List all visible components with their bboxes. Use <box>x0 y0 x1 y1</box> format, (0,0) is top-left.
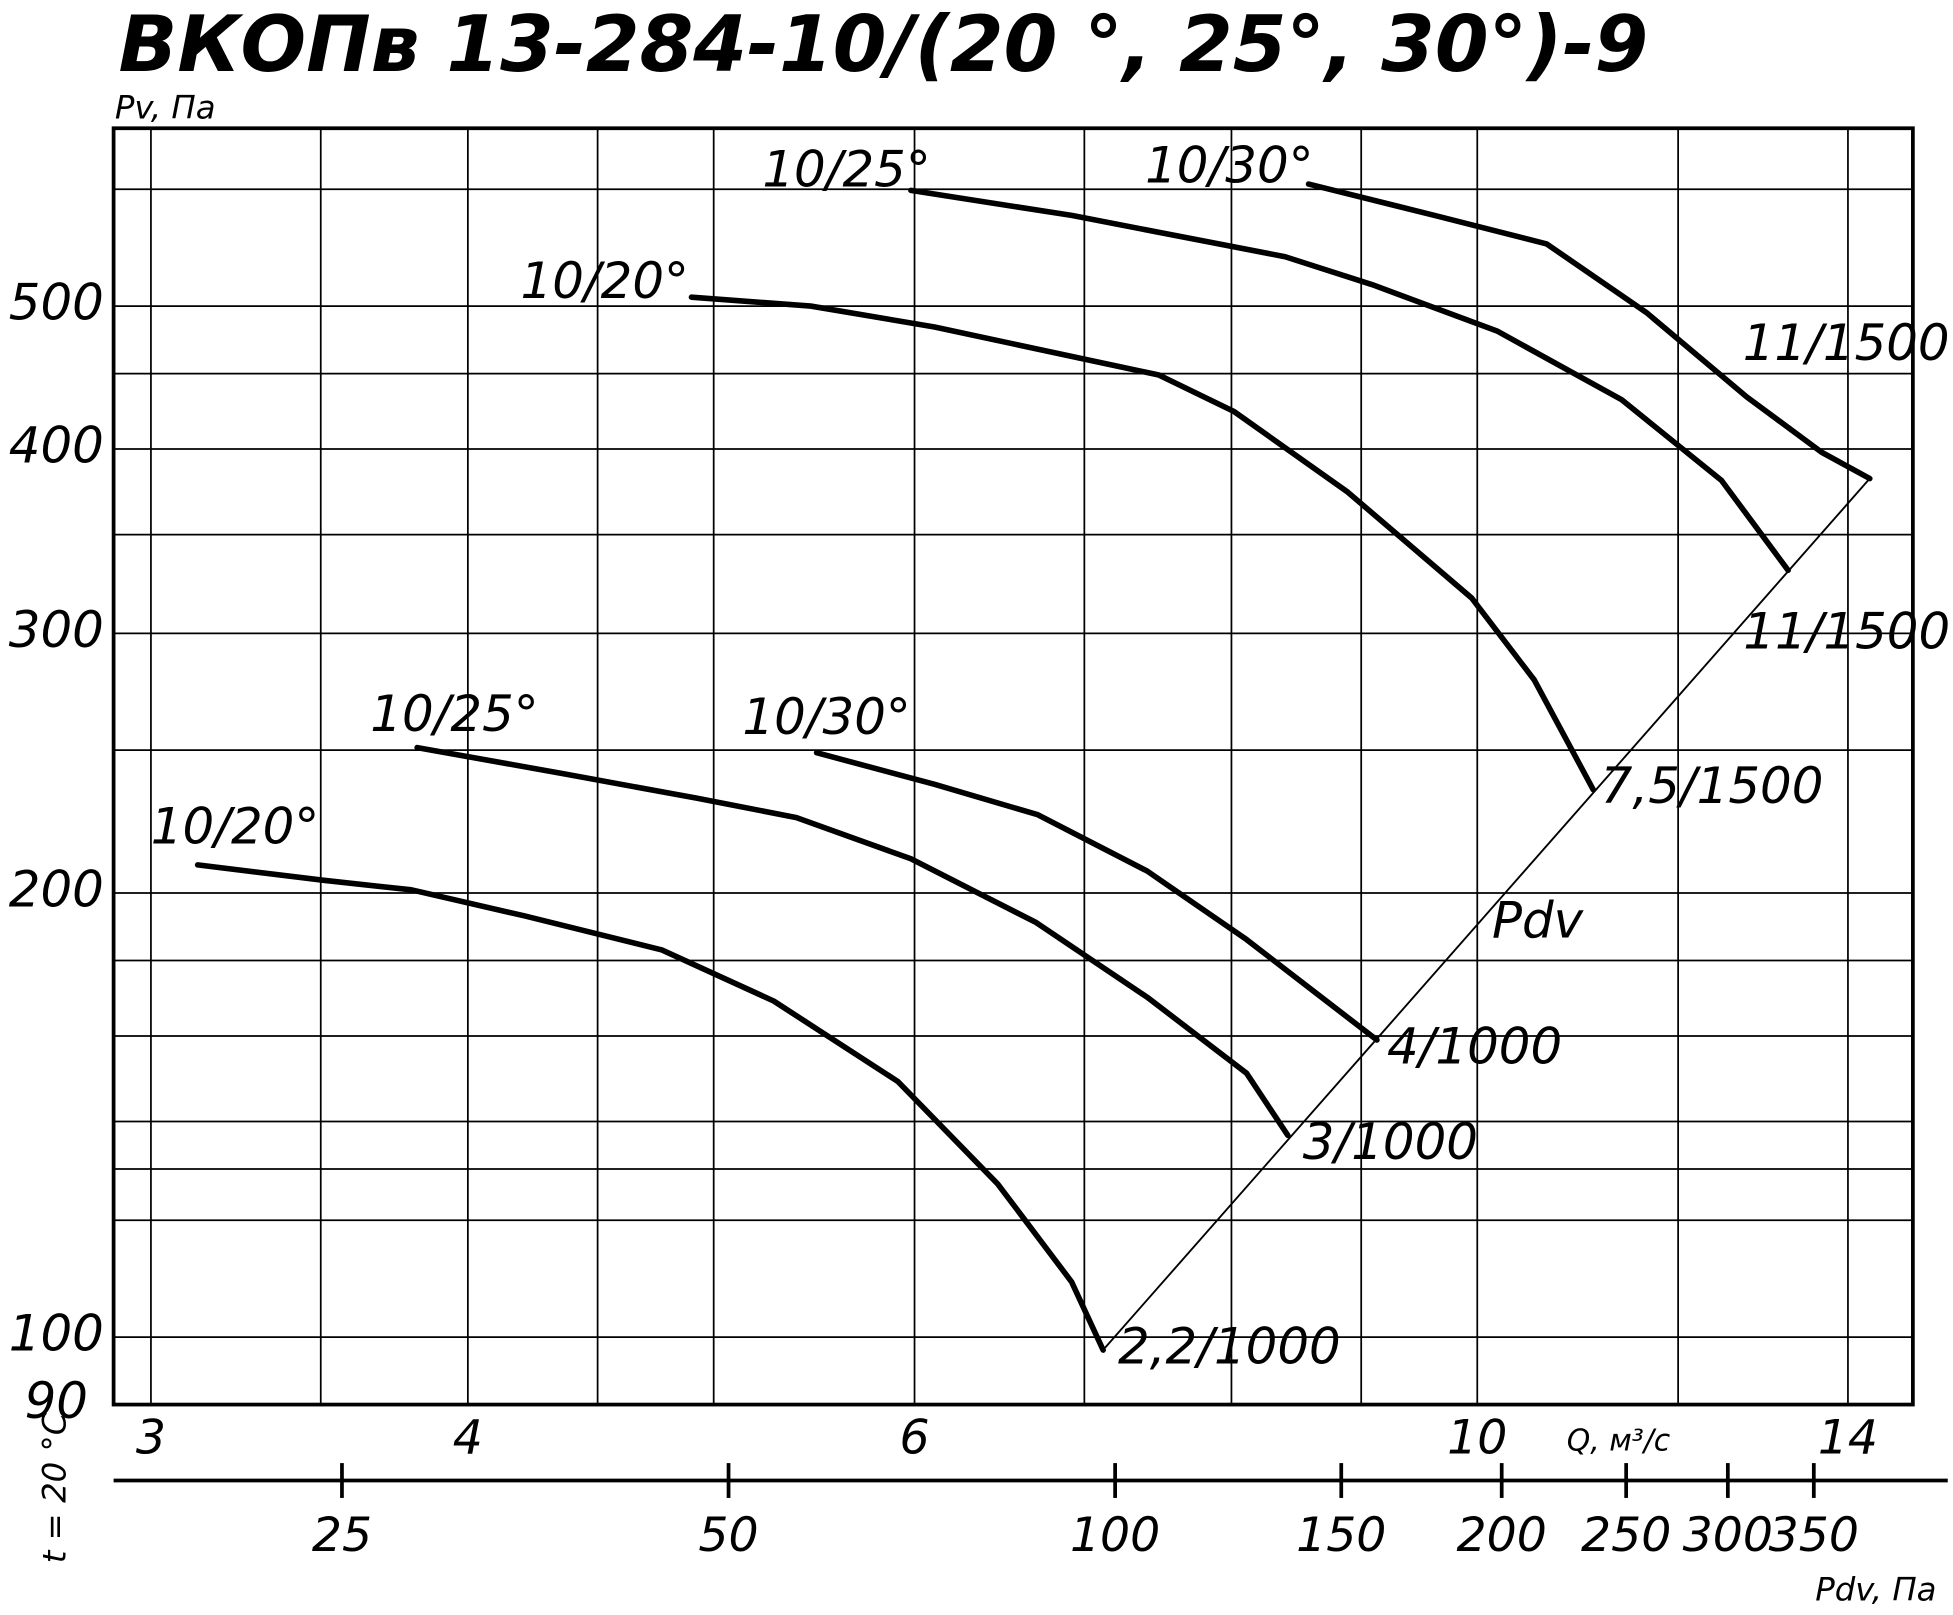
curve <box>688 294 1597 793</box>
curve <box>908 187 1791 574</box>
y-axis-label: Pv, Па <box>115 89 216 127</box>
pdv-line <box>1102 477 1871 1351</box>
x2-tick-label: 350 <box>1769 1508 1859 1563</box>
x2-axis-label: Pdv, Па <box>1815 1570 1936 1608</box>
curve-name: 10/25° <box>370 685 538 743</box>
y-tick-label: 500 <box>9 274 104 332</box>
x2-tick-label: 300 <box>1683 1508 1773 1563</box>
chart-title: ВКОПв 13-284-10/(20 °, 25°, 30°)-9 <box>119 0 1649 90</box>
curve-name: 10/20° <box>521 252 689 310</box>
x-tick-label: 4 <box>453 1411 483 1466</box>
plot-frame <box>111 126 1915 1407</box>
x2-tick-label: 50 <box>698 1508 758 1563</box>
curve-name: 10/20° <box>151 797 319 855</box>
y-tick-label: 90 <box>25 1372 88 1430</box>
curve <box>1305 181 1873 482</box>
curve <box>414 744 1291 1139</box>
x-tick-label: 6 <box>899 1411 929 1466</box>
curve-end-label: 3/1000 <box>1303 1113 1478 1171</box>
x2-tick-label: 200 <box>1457 1508 1547 1563</box>
curve <box>813 749 1380 1043</box>
side-label: t = 20 °C <box>35 1412 73 1563</box>
x2-tick-label: 100 <box>1070 1508 1160 1563</box>
curve-end-label: 4/1000 <box>1387 1017 1562 1075</box>
x2-tick-label: 150 <box>1296 1508 1386 1563</box>
y-tick-label: 100 <box>9 1305 104 1363</box>
line-label: Pdv <box>1492 891 1585 949</box>
curve <box>194 862 1106 1353</box>
x-tick-label: 3 <box>136 1411 166 1466</box>
curve-name: 10/30° <box>742 688 910 746</box>
y-tick-label: 400 <box>9 417 104 475</box>
y-tick-label: 200 <box>9 861 104 919</box>
curve-end-label: 11/1500 <box>1743 603 1950 661</box>
y-tick-label: 300 <box>9 601 104 659</box>
x2-tick-label: 250 <box>1581 1508 1671 1563</box>
curve-end-label: 7,5/1500 <box>1601 757 1824 815</box>
curve-end-label: 2,2/1000 <box>1118 1318 1341 1376</box>
x-tick-label: 10 <box>1447 1411 1507 1466</box>
x-tick-label: 14 <box>1818 1411 1878 1466</box>
x-axis-label: Q, м³/с <box>1567 1423 1671 1458</box>
x2-tick-label: 25 <box>312 1508 372 1563</box>
curve-name: 10/30° <box>1145 137 1313 195</box>
curve-name: 10/25° <box>762 140 930 198</box>
curve-end-label: 11/1500 <box>1743 314 1950 372</box>
